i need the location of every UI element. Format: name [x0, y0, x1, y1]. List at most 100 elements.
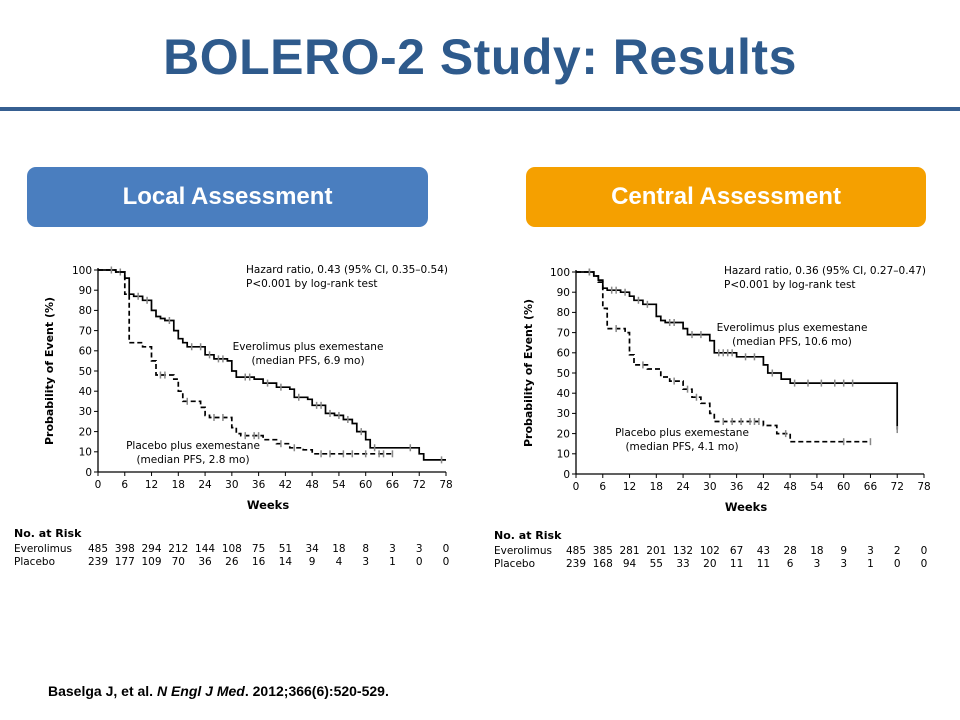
placebo-survival-curve	[98, 269, 393, 455]
risk-value: 43	[757, 545, 770, 557]
risk-value: 0	[416, 556, 423, 568]
x-tick-label: 36	[730, 481, 744, 493]
y-tick-label: 90	[557, 287, 570, 299]
risk-value: 0	[443, 556, 450, 568]
risk-value: 239	[88, 556, 108, 568]
risk-value: 18	[810, 545, 823, 557]
risk-value: 398	[115, 543, 135, 555]
citation: Baselga J, et al. N Engl J Med. 2012;366…	[48, 683, 389, 699]
y-axis-label: Probability of Event (%)	[43, 297, 56, 445]
risk-value: 102	[700, 545, 720, 557]
p-value-text: P<0.001 by log-rank test	[724, 279, 856, 291]
y-tick-label: 90	[79, 285, 92, 297]
risk-value: 14	[279, 556, 293, 568]
risk-value: 70	[172, 556, 185, 568]
local-assessment-box: Local Assessment	[27, 167, 428, 227]
risk-value: 3	[814, 558, 821, 570]
risk-value: 51	[279, 543, 292, 555]
citation-authors: Baselga J, et al.	[48, 683, 157, 699]
risk-value: 3	[416, 543, 423, 555]
risk-value: 18	[332, 543, 345, 555]
y-tick-label: 70	[557, 327, 570, 339]
x-tick-label: 66	[386, 479, 400, 491]
risk-value: 94	[623, 558, 637, 570]
everolimus-survival-curve	[576, 271, 899, 430]
y-tick-label: 70	[79, 325, 92, 337]
slide-title: BOLERO-2 Study: Results	[163, 29, 797, 85]
x-tick-label: 78	[439, 479, 452, 491]
risk-row-label: Everolimus	[494, 545, 552, 557]
x-tick-label: 72	[413, 479, 426, 491]
risk-value: 1	[867, 558, 874, 570]
x-axis-label: Weeks	[247, 498, 290, 512]
x-tick-label: 30	[225, 479, 238, 491]
risk-value: 109	[142, 556, 162, 568]
risk-value: 385	[593, 545, 613, 557]
central-assessment-chart-panel: 0 10 20 30 40 50 60 70 80 90 100 0 6 12 18 24 30 36 42 48 54…	[487, 250, 957, 590]
citation-journal: N Engl J Med	[156, 683, 245, 699]
x-tick-label: 12	[145, 479, 158, 491]
x-tick-label: 0	[95, 479, 102, 491]
x-tick-label: 54	[332, 479, 346, 491]
y-tick-label: 80	[557, 307, 570, 319]
y-tick-label: 50	[557, 368, 570, 380]
risk-value: 6	[787, 558, 794, 570]
x-tick-label: 0	[573, 481, 580, 493]
risk-value: 281	[620, 545, 640, 557]
risk-value: 36	[198, 556, 212, 568]
title-rule	[0, 107, 960, 111]
risk-value: 3	[867, 545, 874, 557]
risk-value: 9	[309, 556, 316, 568]
x-tick-label: 42	[279, 479, 292, 491]
y-tick-label: 30	[557, 408, 570, 420]
risk-value: 239	[566, 558, 586, 570]
x-tick-label: 72	[891, 481, 904, 493]
x-tick-label: 18	[650, 481, 663, 493]
risk-table-title: No. at Risk	[494, 529, 562, 542]
risk-value: 8	[362, 543, 369, 555]
risk-value: 11	[730, 558, 743, 570]
y-tick-label: 40	[557, 388, 570, 400]
risk-value: 11	[757, 558, 770, 570]
risk-value: 201	[646, 545, 666, 557]
y-tick-label: 80	[79, 305, 92, 317]
y-tick-label: 60	[79, 346, 92, 358]
y-tick-label: 60	[557, 348, 570, 360]
citation-details: . 2012;366(6):520-529.	[244, 683, 389, 699]
y-tick-label: 0	[563, 469, 570, 481]
risk-value: 0	[443, 543, 450, 555]
everolimus-series-label: Everolimus plus exemestane	[233, 341, 384, 353]
x-tick-label: 48	[783, 481, 796, 493]
risk-value: 177	[115, 556, 135, 568]
risk-row-label: Everolimus	[14, 543, 72, 555]
risk-value: 33	[676, 558, 689, 570]
everolimus-series-label: (median PFS, 6.9 mo)	[251, 355, 364, 367]
risk-value: 1	[389, 556, 396, 568]
risk-value: 294	[142, 543, 162, 555]
local-assessment-chart-panel: 0 10 20 30 40 50 60 70 80 90 100 0 6 12 18 24 30 36 42 48 54…	[8, 250, 478, 590]
risk-value: 0	[921, 558, 928, 570]
risk-value: 0	[921, 545, 928, 557]
x-tick-label: 36	[252, 479, 266, 491]
x-tick-label: 6	[121, 479, 128, 491]
risk-value: 144	[195, 543, 215, 555]
risk-table-title: No. at Risk	[14, 527, 82, 540]
placebo-series-label: Placebo plus exemestane	[126, 440, 260, 452]
risk-value: 75	[252, 543, 265, 555]
risk-value: 28	[783, 545, 796, 557]
everolimus-series-label: (median PFS, 10.6 mo)	[732, 336, 852, 348]
risk-value: 168	[593, 558, 613, 570]
y-tick-label: 40	[79, 386, 92, 398]
x-tick-label: 24	[676, 481, 690, 493]
risk-row-label: Placebo	[14, 556, 55, 568]
risk-value: 0	[894, 558, 901, 570]
risk-value: 3	[840, 558, 847, 570]
y-tick-label: 50	[79, 366, 92, 378]
y-tick-label: 0	[85, 467, 92, 479]
x-tick-label: 48	[305, 479, 318, 491]
placebo-survival-curve	[576, 271, 871, 443]
hazard-ratio-text: Hazard ratio, 0.43 (95% CI, 0.35–0.54)	[246, 264, 448, 276]
risk-value: 9	[840, 545, 847, 557]
